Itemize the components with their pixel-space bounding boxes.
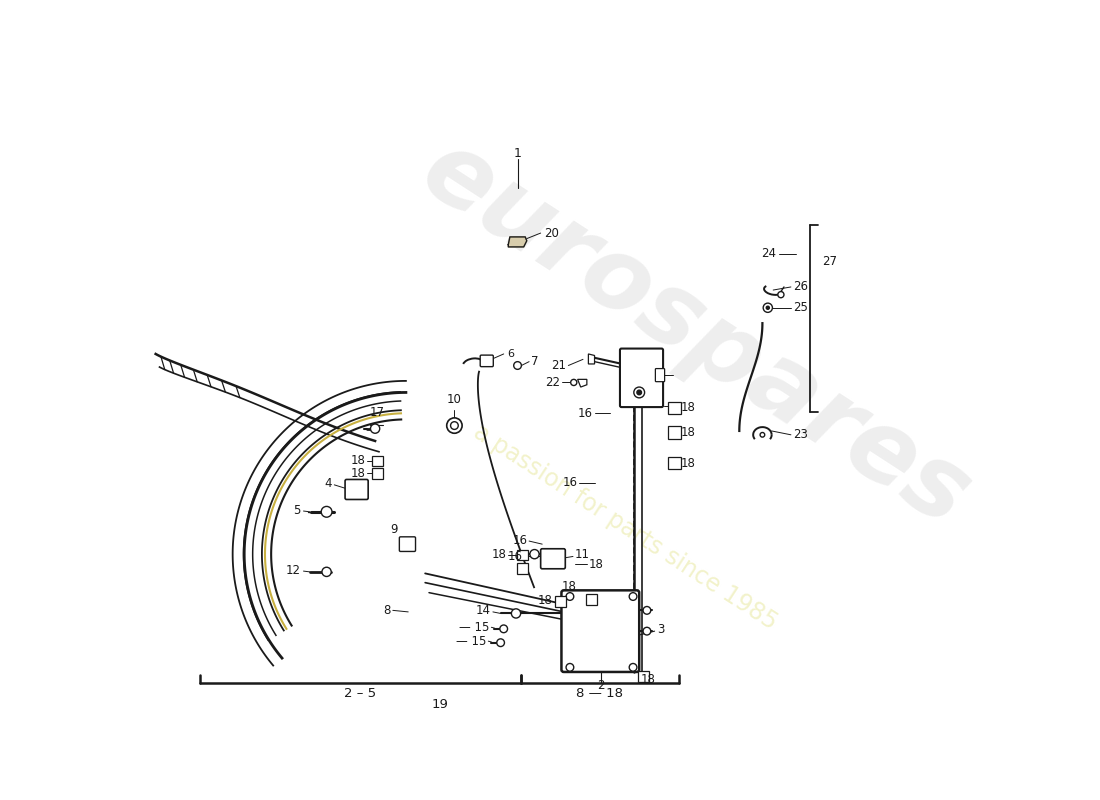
Text: 7: 7 <box>531 355 539 368</box>
Circle shape <box>634 387 645 398</box>
Text: 18: 18 <box>588 558 603 570</box>
Text: 19: 19 <box>431 698 448 711</box>
Circle shape <box>322 567 331 577</box>
Text: 18: 18 <box>492 549 507 562</box>
FancyBboxPatch shape <box>586 594 597 605</box>
Circle shape <box>644 606 651 614</box>
FancyBboxPatch shape <box>481 355 493 366</box>
Circle shape <box>760 433 764 437</box>
FancyBboxPatch shape <box>556 596 566 606</box>
FancyBboxPatch shape <box>620 349 663 407</box>
Text: 27: 27 <box>822 255 837 268</box>
Text: 16: 16 <box>578 406 592 420</box>
Text: 18: 18 <box>538 594 553 607</box>
Text: 26: 26 <box>793 281 808 294</box>
FancyBboxPatch shape <box>669 402 681 414</box>
Text: 2: 2 <box>597 678 605 691</box>
Text: 8 — 18: 8 — 18 <box>576 687 624 700</box>
Text: 16: 16 <box>513 534 528 546</box>
FancyBboxPatch shape <box>517 550 528 560</box>
Circle shape <box>767 306 769 310</box>
Circle shape <box>371 424 380 434</box>
Circle shape <box>451 422 459 430</box>
FancyBboxPatch shape <box>669 426 681 438</box>
FancyBboxPatch shape <box>656 369 664 382</box>
Circle shape <box>566 593 574 600</box>
Text: 3: 3 <box>657 623 664 636</box>
Circle shape <box>566 663 574 671</box>
Text: 18: 18 <box>681 426 695 439</box>
Text: 16: 16 <box>508 550 522 563</box>
Text: 17: 17 <box>370 406 385 419</box>
Circle shape <box>629 663 637 671</box>
Text: 12: 12 <box>285 564 300 577</box>
Text: 23: 23 <box>793 428 808 442</box>
Text: 6: 6 <box>507 349 514 359</box>
Text: eurospares: eurospares <box>403 122 987 548</box>
Circle shape <box>763 303 772 312</box>
Text: 18: 18 <box>681 457 695 470</box>
Circle shape <box>629 593 637 600</box>
Text: 11: 11 <box>574 549 590 562</box>
FancyBboxPatch shape <box>561 590 639 672</box>
Text: 22: 22 <box>544 376 560 389</box>
FancyBboxPatch shape <box>399 537 416 551</box>
Circle shape <box>778 291 784 298</box>
FancyBboxPatch shape <box>372 455 383 466</box>
FancyBboxPatch shape <box>541 549 565 569</box>
Polygon shape <box>508 237 527 247</box>
Text: 24: 24 <box>761 247 777 260</box>
FancyBboxPatch shape <box>638 671 649 682</box>
Text: 18: 18 <box>351 467 366 480</box>
Text: 18: 18 <box>681 402 695 414</box>
Text: 14: 14 <box>475 604 491 617</box>
Text: 5: 5 <box>293 504 300 517</box>
Text: 8: 8 <box>383 604 390 617</box>
Text: 2 – 5: 2 – 5 <box>344 687 376 700</box>
Circle shape <box>512 609 520 618</box>
Circle shape <box>499 625 507 633</box>
Text: — 15: — 15 <box>460 621 490 634</box>
Circle shape <box>321 506 332 517</box>
Text: 4: 4 <box>324 477 332 490</box>
Text: a passion for parts since 1985: a passion for parts since 1985 <box>469 420 782 634</box>
Text: 18: 18 <box>351 454 366 467</box>
Text: 20: 20 <box>543 226 559 239</box>
Polygon shape <box>578 379 587 387</box>
Text: 18: 18 <box>561 580 576 593</box>
Text: 25: 25 <box>793 302 808 314</box>
FancyBboxPatch shape <box>669 457 681 470</box>
Circle shape <box>637 390 641 394</box>
FancyBboxPatch shape <box>345 479 368 499</box>
Circle shape <box>514 362 521 370</box>
Text: 1: 1 <box>514 147 521 160</box>
Text: — 15: — 15 <box>456 634 486 648</box>
Polygon shape <box>588 354 594 364</box>
FancyBboxPatch shape <box>517 563 528 574</box>
Circle shape <box>571 379 576 386</box>
Text: 21: 21 <box>551 359 566 372</box>
Text: 18: 18 <box>641 673 656 686</box>
Circle shape <box>644 627 651 635</box>
FancyBboxPatch shape <box>372 468 383 478</box>
Circle shape <box>447 418 462 434</box>
Circle shape <box>497 639 505 646</box>
Text: 16: 16 <box>562 476 578 489</box>
Text: 9: 9 <box>390 523 398 537</box>
Text: 10: 10 <box>447 393 462 406</box>
Circle shape <box>530 550 539 558</box>
